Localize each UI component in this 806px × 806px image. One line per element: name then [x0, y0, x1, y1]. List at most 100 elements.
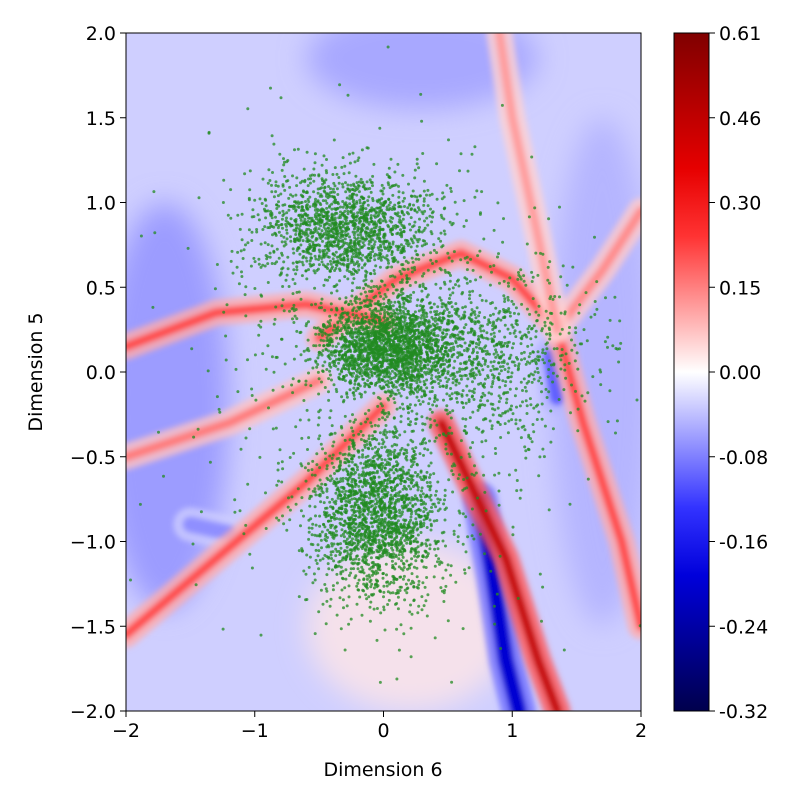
scatter-point-4455: [313, 487, 317, 491]
scatter-point-885: [425, 193, 428, 197]
scatter-point-1402: [314, 222, 317, 226]
scatter-point-751: [341, 182, 344, 186]
scatter-point-554: [334, 250, 338, 254]
scatter-point-1313: [356, 251, 360, 255]
scatter-point-2844: [443, 352, 446, 356]
scatter-point-3554: [355, 335, 359, 339]
scatter-point-1195: [382, 239, 386, 243]
scatter-point-313: [293, 282, 297, 286]
scatter-point-3882: [423, 447, 427, 451]
scatter-point-2886: [337, 352, 341, 356]
scatter-point-3605: [328, 362, 332, 365]
scatter-point-168: [324, 236, 328, 240]
scatter-point-3558: [333, 325, 337, 329]
scatter-point-448: [292, 268, 296, 272]
scatter-point-2995: [405, 396, 409, 400]
scatter-point-3135: [320, 380, 323, 384]
scatter-point-792: [291, 194, 295, 198]
scatter-point-2530: [421, 400, 425, 404]
scatter-point-3739: [369, 578, 373, 582]
scatter-point-3207: [325, 368, 329, 371]
scatter-point-1695: [390, 369, 394, 373]
scatter-point-4205: [299, 509, 303, 513]
scatter-point-2964: [445, 392, 449, 396]
scatter-point-4807: [451, 490, 455, 494]
scatter-point-1480: [326, 229, 330, 233]
scatter-point-1499: [358, 251, 362, 255]
scatter-point-3411: [391, 329, 395, 333]
scatter-point-1115: [301, 189, 305, 193]
scatter-point-258: [409, 228, 412, 232]
scatter-point-2060: [306, 338, 310, 342]
scatter-point-3356: [428, 337, 432, 341]
scatter-point-3755: [429, 461, 433, 465]
scatter-point-1013: [323, 190, 327, 194]
scatter-point-4486: [394, 485, 397, 489]
scatter-point-3501: [403, 318, 407, 322]
scatter-point-254: [286, 267, 290, 271]
scatter-point-460: [377, 198, 381, 202]
scatter-point-1128: [404, 238, 407, 242]
scatter-point-4838: [385, 580, 389, 584]
scatter-point-3542: [413, 367, 417, 371]
scatter-point-2102: [379, 295, 383, 298]
scatter-point-3328: [318, 327, 322, 331]
scatter-point-3496: [343, 326, 347, 330]
scatter-point-3188: [336, 342, 340, 346]
scatter-point-1356: [334, 221, 338, 224]
scatter-point-4832: [428, 417, 432, 421]
scatter-point-606: [295, 268, 299, 272]
scatter-point-3164: [401, 292, 405, 295]
scatter-point-3622: [420, 349, 423, 352]
scatter-point-638: [250, 230, 254, 234]
scatter-point-660: [320, 163, 324, 167]
scatter-point-2457: [416, 334, 420, 338]
scatter-point-722: [286, 220, 290, 224]
scatter-point-184: [360, 266, 364, 270]
scatter-point-1545: [366, 284, 370, 288]
scatter-point-1142: [409, 216, 413, 220]
scatter-point-2390: [365, 315, 369, 319]
scatter-point-1539: [277, 204, 281, 208]
scatter-point-3443: [430, 342, 434, 346]
scatter-point-3629: [355, 377, 359, 381]
scatter-point-904: [325, 233, 329, 237]
scatter-point-2049: [264, 367, 268, 371]
scatter-point-18: [415, 157, 419, 161]
scatter-point-2597: [394, 392, 398, 396]
scatter-point-1345: [383, 211, 387, 215]
scatter-point-1004: [409, 208, 413, 212]
scatter-point-778: [355, 193, 359, 197]
scatter-point-1253: [236, 213, 240, 217]
scatter-point-1374: [215, 263, 219, 266]
scatter-point-1525: [367, 242, 371, 246]
scatter-point-4899: [392, 578, 396, 582]
scatter-point-3395: [413, 403, 417, 407]
scatter-point-3253: [348, 348, 351, 352]
scatter-point-3037: [396, 388, 400, 392]
scatter-point-4453: [412, 581, 416, 585]
scatter-point-1498: [249, 264, 253, 268]
scatter-point-2169: [292, 357, 296, 361]
scatter-point-1350: [278, 211, 282, 215]
scatter-point-729: [322, 225, 326, 229]
scatter-point-1039: [315, 237, 319, 241]
scatter-point-1207: [413, 208, 417, 212]
scatter-point-4392: [356, 588, 360, 592]
scatter-point-4039: [413, 494, 417, 498]
scatter-point-1453: [344, 201, 348, 205]
scatter-point-1105: [359, 231, 363, 235]
scatter-point-4928: [407, 578, 411, 582]
scatter-point-2982: [455, 370, 459, 374]
scatter-point-1344: [356, 236, 360, 240]
scatter-point-3214: [350, 342, 354, 346]
scatter-point-4824: [350, 460, 354, 464]
scatter-point-1211: [329, 240, 333, 244]
scatter-point-3936: [437, 501, 441, 505]
scatter-point-3252: [376, 324, 380, 328]
scatter-point-127: [442, 229, 446, 233]
scatter-point-1219: [352, 233, 356, 237]
scatter-point-4693: [352, 529, 356, 533]
scatter-point-1137: [266, 281, 270, 284]
scatter-point-1423: [400, 223, 404, 227]
